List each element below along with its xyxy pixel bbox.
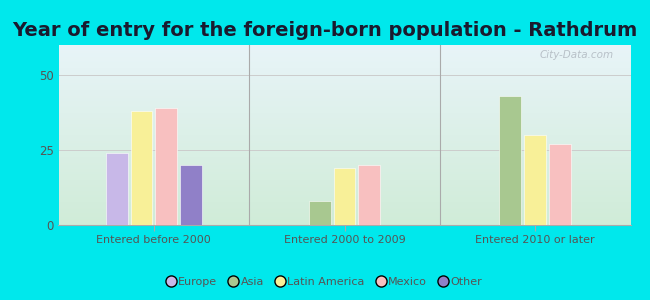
Bar [499,96,521,225]
Text: Year of entry for the foreign-born population - Rathdrum: Year of entry for the foreign-born popul… [12,21,638,40]
Bar [525,135,546,225]
Bar [106,153,127,225]
Bar [309,201,331,225]
Text: City-Data.com: City-Data.com [540,50,614,60]
Bar [180,165,202,225]
Bar [358,165,380,225]
Bar [131,111,152,225]
Legend: Europe, Asia, Latin America, Mexico, Other: Europe, Asia, Latin America, Mexico, Oth… [164,272,486,291]
Bar [333,168,356,225]
Bar [549,144,571,225]
Bar [155,108,177,225]
